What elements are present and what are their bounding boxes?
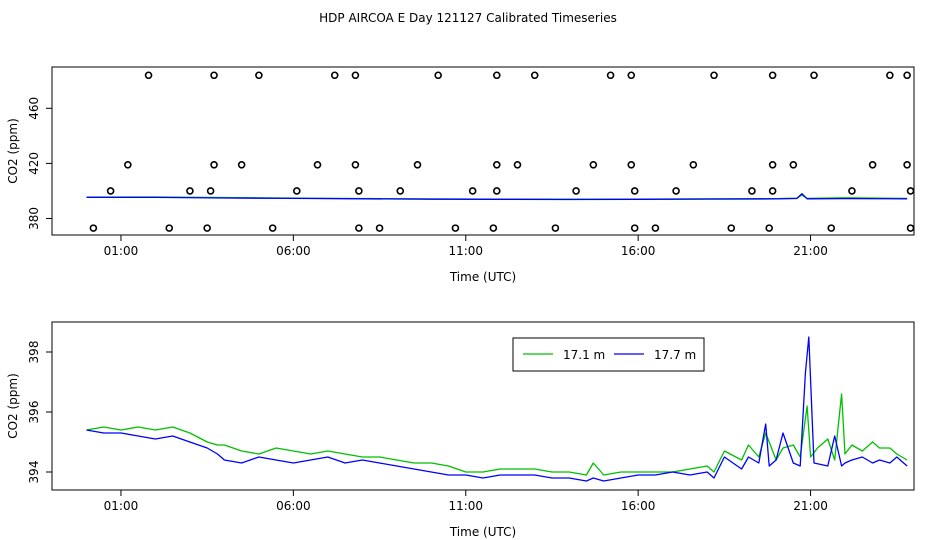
top-data-point bbox=[868, 160, 877, 169]
top-data-point bbox=[768, 160, 777, 169]
top-x-tick-label: 11:00 bbox=[448, 244, 483, 258]
top-data-point bbox=[627, 71, 636, 80]
legend: 17.1 m 17.7 m bbox=[512, 337, 705, 372]
bottom-x-axis-label: Time (UTC) bbox=[449, 525, 516, 539]
top-data-point bbox=[689, 160, 698, 169]
top-data-point bbox=[672, 187, 680, 195]
top-data-point bbox=[789, 160, 798, 169]
top-data-point bbox=[186, 187, 194, 195]
top-data-point bbox=[351, 160, 360, 169]
top-data-point bbox=[206, 187, 215, 195]
top-data-point bbox=[492, 71, 501, 80]
top-data-point bbox=[606, 71, 615, 80]
top-data-point bbox=[727, 224, 736, 232]
top-marks bbox=[86, 71, 915, 232]
top-y-axis-label: CO2 (ppm) bbox=[6, 118, 20, 184]
top-data-point bbox=[710, 71, 718, 80]
top-x-tick-label: 16:00 bbox=[621, 244, 656, 258]
bottom-x-tick-label: 21:00 bbox=[793, 499, 828, 513]
top-data-point bbox=[355, 224, 363, 232]
bottom-y-tick-label: 394 bbox=[27, 461, 41, 484]
top-data-point bbox=[572, 187, 580, 195]
top-y-tick-label: 460 bbox=[27, 97, 41, 120]
top-data-point bbox=[886, 71, 894, 80]
top-data-point bbox=[203, 224, 211, 232]
top-data-point bbox=[489, 224, 498, 232]
top-data-point bbox=[210, 160, 218, 169]
top-data-point bbox=[413, 160, 422, 169]
bottom-panel: Time (UTC) CO2 (ppm) 01:00 06:00 11:00 16:0… bbox=[6, 321, 915, 539]
top-data-point bbox=[124, 160, 132, 169]
top-series-line-2 bbox=[86, 193, 908, 201]
top-data-point bbox=[589, 160, 598, 169]
top-data-point bbox=[768, 71, 777, 80]
top-data-point bbox=[330, 71, 339, 80]
bottom-plot-frame bbox=[51, 321, 915, 491]
top-data-point bbox=[434, 71, 442, 80]
top-data-point bbox=[293, 187, 301, 195]
top-data-point bbox=[748, 187, 756, 195]
top-y-tick-label: 420 bbox=[27, 152, 41, 175]
top-data-point bbox=[651, 224, 660, 232]
top-x-tick-label: 06:00 bbox=[276, 244, 311, 258]
bottom-series-line-2 bbox=[86, 336, 908, 482]
top-data-point bbox=[313, 160, 322, 169]
top-panel: Time (UTC) CO2 (ppm) 01:00 06:00 11:00 16:0… bbox=[6, 66, 915, 284]
legend-label-17-1m: 17.1 m bbox=[563, 348, 605, 362]
top-data-point bbox=[903, 71, 911, 80]
top-x-axis-label: Time (UTC) bbox=[449, 270, 516, 284]
bottom-series-line-1 bbox=[86, 393, 908, 476]
bottom-x-tick-label: 01:00 bbox=[104, 499, 139, 513]
top-data-point bbox=[451, 224, 460, 232]
top-data-point bbox=[106, 187, 115, 195]
top-x-tick-label: 21:00 bbox=[793, 244, 828, 258]
top-data-point bbox=[627, 160, 636, 169]
top-data-point bbox=[468, 187, 477, 195]
top-data-point bbox=[827, 224, 836, 232]
top-data-point bbox=[768, 187, 777, 195]
top-data-point bbox=[810, 71, 818, 80]
bottom-marks bbox=[86, 336, 908, 482]
bottom-y-tick-label: 396 bbox=[27, 401, 41, 424]
top-data-point bbox=[765, 224, 773, 232]
top-data-point bbox=[210, 71, 218, 80]
bottom-x-tick-label: 11:00 bbox=[448, 499, 483, 513]
bottom-y-tick-label: 398 bbox=[27, 341, 41, 364]
top-x-tick-label: 01:00 bbox=[104, 244, 139, 258]
top-data-point bbox=[165, 224, 174, 232]
legend-label-17-7m: 17.7 m bbox=[654, 348, 696, 362]
top-y-tick-label: 380 bbox=[27, 207, 41, 230]
figure-title: HDP AIRCOA E Day 121127 Calibrated Times… bbox=[319, 11, 617, 25]
top-plot-frame bbox=[51, 66, 915, 236]
top-data-point bbox=[237, 160, 246, 169]
top-data-point bbox=[351, 71, 360, 80]
top-data-point bbox=[255, 71, 263, 80]
top-data-point bbox=[513, 160, 522, 169]
top-data-point bbox=[906, 187, 915, 195]
top-data-point bbox=[144, 71, 153, 80]
bottom-y-axis-label: CO2 (ppm) bbox=[6, 373, 20, 439]
top-data-point bbox=[396, 187, 405, 195]
top-data-point bbox=[530, 71, 539, 80]
top-data-point bbox=[903, 160, 911, 169]
top-data-point bbox=[268, 224, 277, 232]
top-data-point bbox=[848, 187, 856, 195]
top-data-point bbox=[906, 224, 915, 232]
top-data-point bbox=[551, 224, 560, 232]
bottom-x-tick-label: 16:00 bbox=[621, 499, 656, 513]
top-data-point bbox=[630, 224, 639, 232]
bottom-x-tick-label: 06:00 bbox=[276, 499, 311, 513]
top-data-point bbox=[375, 224, 384, 232]
bottom-axes: 01:00 06:00 11:00 16:00 21:00 394 396 398 bbox=[27, 341, 828, 513]
top-axes: 01:00 06:00 11:00 16:00 21:00 380 420 460 bbox=[27, 97, 828, 258]
top-data-point bbox=[492, 187, 501, 195]
top-data-point bbox=[89, 224, 98, 232]
top-data-point bbox=[492, 160, 501, 169]
top-data-point bbox=[355, 187, 363, 195]
top-data-point bbox=[630, 187, 639, 195]
